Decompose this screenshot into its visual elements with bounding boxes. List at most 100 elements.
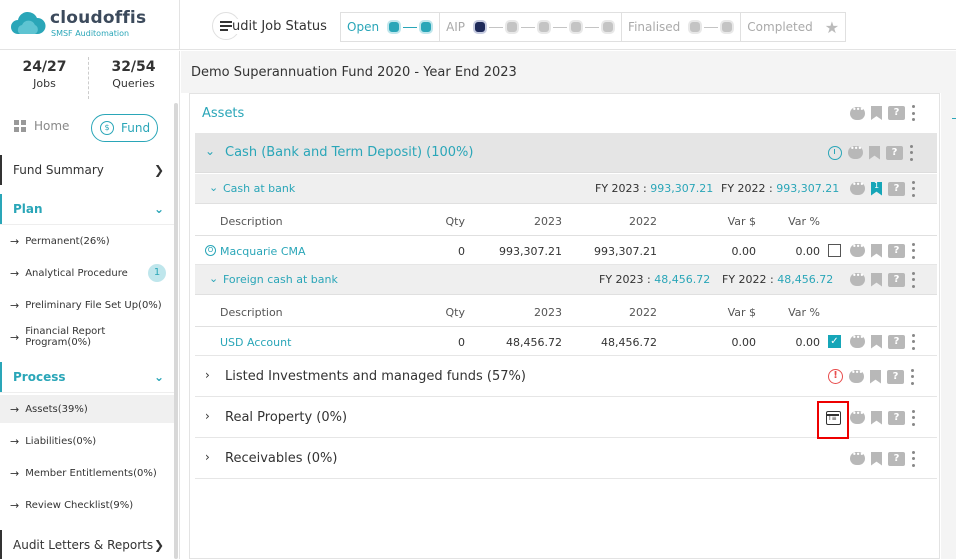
sidebar-item-analytical-procedure[interactable]: → Analytical Procedure 1	[0, 259, 174, 287]
sidebar-item-liabilities[interactable]: → Liabilities(0%)	[0, 427, 174, 455]
cell-var-pct: 0.00	[795, 245, 821, 258]
bookmark-icon[interactable]	[870, 369, 881, 384]
bookmark-icon[interactable]	[871, 243, 882, 258]
sidebar-section-process[interactable]: Process ⌄	[0, 362, 174, 392]
fy2023-total: FY 2023 : 48,456.72	[599, 273, 710, 286]
chat-icon[interactable]	[849, 368, 864, 383]
more-icon[interactable]	[911, 105, 915, 121]
review-checkbox[interactable]	[828, 244, 841, 257]
right-panel	[941, 93, 956, 559]
table-row[interactable]: USD Account 0 48,456.72 48,456.72 0.00 0…	[195, 328, 937, 356]
bookmark-icon[interactable]	[871, 451, 882, 466]
stage-completed[interactable]: Completed ★	[741, 13, 845, 41]
more-icon[interactable]	[911, 180, 915, 197]
sidebar-item-audit-letters[interactable]: Audit Letters & Reports ❯	[0, 530, 174, 559]
bookmark-icon[interactable]	[871, 181, 882, 196]
chevron-down-icon[interactable]: ⌄	[209, 272, 219, 285]
bookmark-icon[interactable]	[871, 410, 882, 425]
assets-header: Assets ?	[195, 94, 937, 132]
row-actions: ! ?	[828, 357, 920, 396]
more-icon[interactable]	[911, 409, 915, 426]
chevron-right-icon[interactable]: ›	[205, 368, 210, 382]
query-icon[interactable]: ?	[886, 145, 903, 160]
jobs-count[interactable]: 24/27 Jobs	[0, 59, 89, 90]
logo-name: cloudoffis	[50, 8, 147, 28]
queries-count[interactable]: 32/54 Queries	[89, 59, 178, 90]
fy2022-total: FY 2022 : 993,307.21	[721, 182, 839, 195]
sidebar-item-member-entitlements[interactable]: → Member Entitlements(0%)	[0, 459, 174, 487]
fy2023-total: FY 2023 : 993,307.21	[595, 182, 713, 195]
jobs-count-label: Jobs	[33, 77, 56, 90]
subgroup-foreign-cash[interactable]: ⌄ Foreign cash at bank FY 2023 : 48,456.…	[195, 265, 937, 295]
query-icon[interactable]: ?	[888, 410, 905, 425]
more-icon[interactable]	[910, 368, 914, 385]
fy2022-value: 993,307.21	[776, 182, 840, 195]
sidebar-section-plan[interactable]: Plan ⌄	[0, 194, 174, 224]
chat-icon[interactable]	[850, 409, 865, 424]
sidebar-scrollbar[interactable]	[174, 103, 178, 559]
row-actions: ?	[850, 398, 921, 437]
chevron-down-icon[interactable]: ⌄	[209, 181, 219, 194]
tab-home[interactable]: Home	[14, 119, 69, 133]
more-icon[interactable]	[911, 450, 915, 467]
chevron-right-icon[interactable]: ›	[205, 450, 210, 464]
sidebar-section-label: Plan	[13, 202, 43, 216]
calendar-text-icon[interactable]	[826, 411, 841, 425]
sidebar-item-financial-report-program[interactable]: → Financial Report Program(0%)	[0, 323, 174, 351]
chevron-down-icon[interactable]: ⌄	[205, 144, 216, 158]
chat-icon[interactable]	[850, 105, 865, 120]
alert-icon[interactable]: !	[828, 369, 843, 384]
table-row[interactable]: O Macquarie CMA 0 993,307.21 993,307.21 …	[195, 237, 937, 265]
chevron-right-icon[interactable]: ›	[205, 409, 210, 423]
row-actions: ?	[850, 328, 921, 355]
stage-open[interactable]: Open	[341, 13, 441, 41]
query-icon[interactable]: ?	[888, 272, 905, 287]
chat-icon[interactable]	[848, 144, 863, 159]
category-cash[interactable]: ⌄ Cash (Bank and Term Deposit) (100%) ?	[195, 133, 937, 173]
bookmark-icon[interactable]	[871, 106, 882, 120]
category-real-property[interactable]: › Real Property (0%) ?	[195, 398, 937, 438]
review-checkbox-checked[interactable]: ✓	[828, 335, 841, 348]
bookmark-icon[interactable]	[871, 334, 882, 349]
row-name-link[interactable]: USD Account	[220, 336, 292, 349]
tab-fund[interactable]: $ Fund	[91, 114, 158, 142]
stage-finalised[interactable]: Finalised	[622, 13, 742, 41]
query-icon[interactable]: ?	[887, 369, 904, 384]
subgroup-title: Cash at bank	[223, 182, 296, 195]
logo[interactable]: cloudoffis SMSF Auditomation	[8, 6, 178, 44]
bookmark-icon[interactable]	[871, 272, 882, 287]
stage-aip[interactable]: AIP	[440, 13, 623, 41]
sidebar-item-fund-summary[interactable]: Fund Summary ❯	[0, 155, 174, 185]
column-qty: Qty	[445, 306, 465, 319]
query-icon[interactable]: ?	[888, 181, 905, 196]
fy2023-label: FY 2023 :	[599, 273, 651, 286]
row-name-link[interactable]: Macquarie CMA	[220, 245, 306, 258]
more-icon[interactable]	[911, 242, 915, 259]
category-receivables[interactable]: › Receivables (0%) ?	[195, 439, 937, 479]
chat-icon[interactable]	[850, 180, 865, 195]
query-icon[interactable]: ?	[888, 243, 905, 258]
chevron-down-icon: ⌄	[153, 370, 164, 384]
clock-icon[interactable]	[828, 145, 842, 160]
sidebar-item-preliminary-file-setup[interactable]: → Preliminary File Set Up(0%)	[0, 291, 174, 319]
sidebar-item-label: Financial Report Program(0%)	[25, 326, 106, 348]
query-icon[interactable]: ?	[888, 451, 905, 466]
chat-icon[interactable]	[850, 450, 865, 465]
query-icon[interactable]: ?	[888, 334, 905, 349]
bookmark-icon[interactable]	[869, 145, 880, 160]
more-icon[interactable]	[909, 144, 913, 161]
chat-icon[interactable]	[850, 242, 865, 257]
sidebar-item-review-checklist[interactable]: → Review Checklist(9%)	[0, 491, 174, 519]
category-listed-investments[interactable]: › Listed Investments and managed funds (…	[195, 357, 937, 397]
more-icon[interactable]	[911, 333, 915, 350]
query-icon[interactable]: ?	[888, 106, 905, 120]
sidebar-item-permanent[interactable]: → Permanent(26%)	[0, 227, 174, 255]
sidebar-item-assets[interactable]: → Assets(39%)	[0, 395, 174, 423]
arrow-right-icon: →	[10, 434, 20, 448]
chat-icon[interactable]	[850, 333, 865, 348]
chat-icon[interactable]	[850, 271, 865, 286]
stage-dot	[720, 20, 735, 34]
more-icon[interactable]	[911, 271, 915, 288]
subgroup-cash-at-bank[interactable]: ⌄ Cash at bank FY 2023 : 993,307.21 FY 2…	[195, 174, 937, 204]
